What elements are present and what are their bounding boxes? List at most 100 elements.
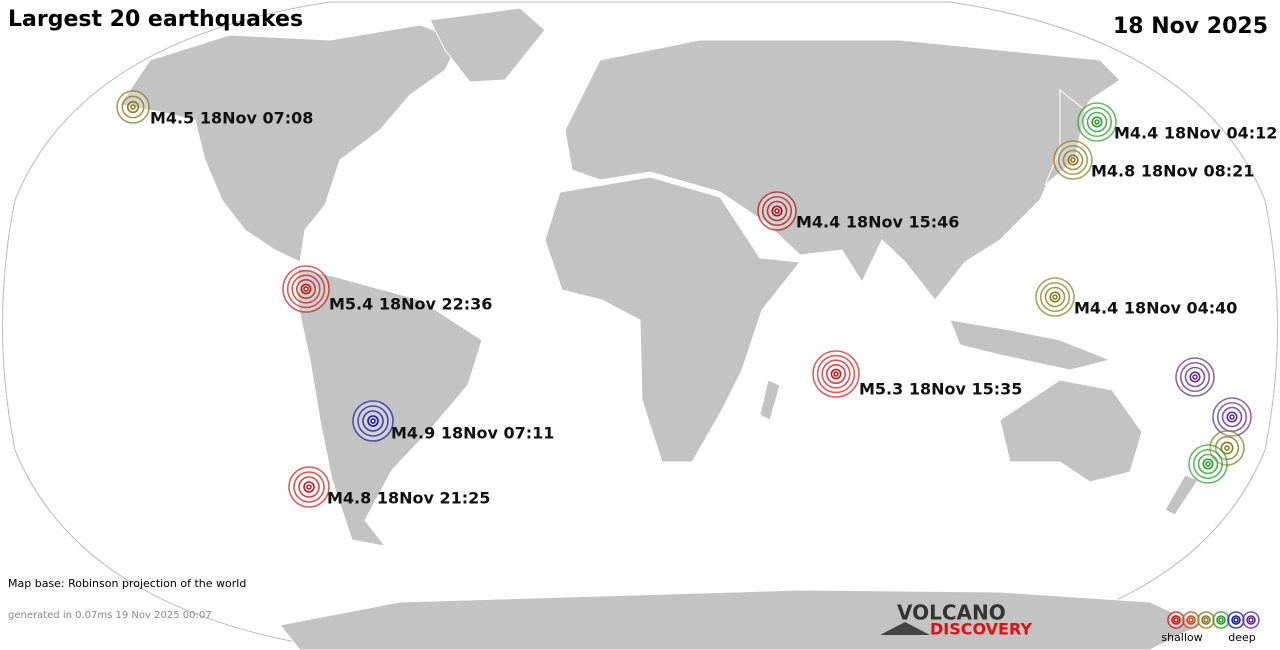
legend-marker bbox=[1212, 611, 1230, 629]
marker-ring bbox=[362, 410, 384, 432]
madagascar bbox=[759, 379, 781, 421]
legend-shallow: shallow bbox=[1161, 631, 1202, 644]
marker-center bbox=[774, 208, 780, 214]
marker-center bbox=[1224, 445, 1230, 451]
japan bbox=[1044, 88, 1086, 186]
logo-icon bbox=[880, 622, 930, 635]
quake-label: M4.4 18Nov 15:46 bbox=[796, 213, 959, 232]
marker-center bbox=[1070, 157, 1076, 163]
south-america bbox=[297, 267, 483, 547]
marker-ring bbox=[1216, 615, 1226, 625]
marker-ring bbox=[1231, 615, 1241, 625]
quake-marker bbox=[1212, 397, 1252, 437]
legend-marker bbox=[1242, 611, 1260, 629]
quake-label: M4.4 18Nov 04:12 bbox=[1114, 124, 1277, 143]
quake-marker bbox=[1053, 140, 1093, 180]
marker-ring bbox=[1226, 411, 1238, 423]
marker-ring bbox=[1184, 366, 1206, 388]
marker-center bbox=[130, 104, 136, 110]
title: Largest 20 earthquakes bbox=[8, 7, 303, 32]
marker-ring bbox=[771, 205, 783, 217]
marker-ring bbox=[1044, 286, 1066, 308]
marker-ring bbox=[1049, 291, 1061, 303]
legend-marker bbox=[1227, 611, 1245, 629]
marker-ring bbox=[357, 405, 389, 437]
marker-ring bbox=[1221, 406, 1243, 428]
marker-ring bbox=[1201, 615, 1211, 625]
marker-ring bbox=[1057, 144, 1089, 176]
marker-ring bbox=[295, 278, 316, 299]
marker-center bbox=[833, 371, 839, 377]
marker-ring bbox=[1202, 458, 1214, 470]
marker-center bbox=[1173, 617, 1179, 623]
antarctica bbox=[279, 589, 1202, 650]
marker-ring bbox=[1192, 448, 1224, 480]
eurasia bbox=[564, 39, 1121, 301]
marker-center bbox=[1229, 414, 1235, 420]
marker-center bbox=[1192, 374, 1198, 380]
quake-marker bbox=[812, 350, 860, 398]
marker-ring bbox=[298, 476, 320, 498]
marker-center bbox=[1094, 119, 1100, 125]
marker-ring bbox=[1091, 116, 1103, 128]
marker-ring bbox=[126, 100, 140, 114]
logo-line1: VOLCANO bbox=[897, 601, 1006, 625]
quake-marker bbox=[282, 265, 330, 313]
greenland bbox=[429, 7, 546, 83]
marker-ring bbox=[303, 481, 315, 493]
quake-marker bbox=[352, 400, 394, 442]
quake-marker bbox=[757, 191, 797, 231]
marker-ring bbox=[291, 274, 321, 304]
logo-line2: DISCOVERY bbox=[930, 620, 1032, 639]
marker-ring bbox=[816, 354, 856, 394]
quake-marker bbox=[288, 466, 330, 508]
marker-ring bbox=[1189, 371, 1201, 383]
quake-marker bbox=[1035, 277, 1075, 317]
marker-center bbox=[1248, 617, 1254, 623]
quake-label: M5.4 18Nov 22:36 bbox=[329, 295, 492, 314]
marker-ring bbox=[1171, 615, 1181, 625]
marker-ring bbox=[1062, 149, 1084, 171]
marker-ring bbox=[1186, 615, 1196, 625]
north-america bbox=[119, 24, 461, 263]
marker-ring bbox=[1086, 111, 1108, 133]
legend-marker bbox=[1167, 611, 1185, 629]
marker-ring bbox=[1220, 441, 1234, 455]
marker-ring bbox=[1197, 453, 1219, 475]
marker-ring bbox=[1179, 361, 1211, 393]
marker-center bbox=[1188, 617, 1194, 623]
quake-label: M5.3 18Nov 15:35 bbox=[859, 380, 1022, 399]
marker-ring bbox=[761, 195, 793, 227]
marker-ring bbox=[286, 269, 326, 309]
africa bbox=[544, 176, 801, 463]
marker-center bbox=[1205, 461, 1211, 467]
marker-ring bbox=[1246, 615, 1256, 625]
legend-marker bbox=[1197, 611, 1215, 629]
marker-center bbox=[1233, 617, 1239, 623]
marker-ring bbox=[825, 363, 846, 384]
quake-label: M4.5 18Nov 07:08 bbox=[150, 109, 313, 128]
marker-ring bbox=[293, 471, 325, 503]
marker-ring bbox=[766, 200, 788, 222]
marker-center bbox=[1203, 617, 1209, 623]
quake-label: M4.4 18Nov 04:40 bbox=[1074, 299, 1237, 318]
indonesia bbox=[949, 319, 1112, 371]
marker-ring bbox=[121, 95, 145, 119]
quake-marker bbox=[116, 90, 150, 124]
new-zealand bbox=[1164, 474, 1199, 516]
marker-center bbox=[306, 484, 312, 490]
land bbox=[119, 7, 1202, 650]
quake-label: M4.9 18Nov 07:11 bbox=[391, 424, 554, 443]
marker-ring bbox=[300, 283, 312, 295]
quake-label: M4.8 18Nov 08:21 bbox=[1091, 162, 1254, 181]
date: 18 Nov 2025 bbox=[1113, 14, 1268, 39]
marker-center bbox=[370, 418, 376, 424]
generated-note: generated in 0.07ms 19 Nov 2025 00:07 bbox=[8, 610, 212, 621]
marker-center bbox=[303, 286, 309, 292]
marker-ring bbox=[367, 415, 379, 427]
legend-marker bbox=[1182, 611, 1200, 629]
map-base-note: Map base: Robinson projection of the wor… bbox=[8, 577, 246, 590]
marker-center bbox=[1218, 617, 1224, 623]
quake-marker bbox=[1077, 102, 1117, 142]
